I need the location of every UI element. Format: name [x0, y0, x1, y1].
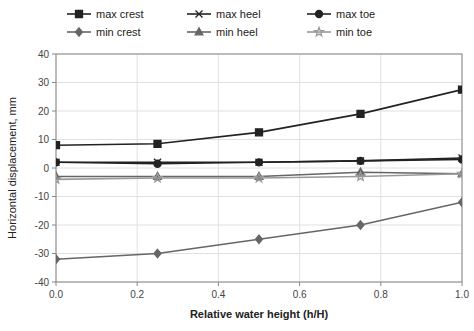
series-marker: [154, 140, 161, 147]
series-marker: [256, 129, 263, 136]
legend-item: max heel: [187, 8, 261, 20]
series-marker: [56, 142, 60, 149]
plot-data: [56, 86, 462, 263]
y-grid-line: [56, 225, 462, 226]
series-marker: [459, 156, 463, 163]
legend-label: min crest: [96, 26, 141, 38]
y-tick: [52, 111, 56, 112]
legend-swatch-marker: [196, 11, 203, 18]
y-tick-label: -10: [35, 191, 50, 202]
series-marker: [56, 159, 60, 166]
y-tick-label: -20: [35, 220, 50, 231]
legend-item: min heel: [187, 26, 258, 38]
x-tick-label: 1.0: [455, 289, 469, 300]
series-marker: [357, 157, 364, 164]
legend-item: min crest: [67, 26, 141, 38]
series-marker: [56, 255, 60, 263]
chart: 0.0 0.2 0.4 0.6 0.8 1.0 -40 -30 -20 -10 0 10 20 30 40 R…: [0, 0, 474, 331]
legend: max crest max heel max toe min crest min hee…: [67, 8, 375, 38]
x-tick-label: 0.2: [130, 289, 144, 300]
x-tick-label: 0.8: [374, 289, 388, 300]
y-tick: [52, 225, 56, 226]
series-marker: [356, 172, 365, 180]
y-tick: [52, 54, 56, 55]
series-marker: [458, 169, 462, 177]
y-tick-label: 40: [38, 49, 50, 60]
x-tick: [137, 282, 138, 286]
series-marker: [154, 160, 161, 167]
legend-item: max toe: [307, 8, 375, 20]
legend-swatch-marker: [76, 28, 83, 36]
series-marker: [56, 159, 60, 166]
y-tick: [52, 282, 56, 283]
legend-label: max heel: [216, 8, 261, 20]
y-tick-label: -40: [35, 277, 50, 288]
series-marker: [256, 159, 263, 166]
y-tick: [52, 196, 56, 197]
legend-label: min heel: [216, 26, 258, 38]
legend-label: max toe: [336, 8, 375, 20]
series-line: [56, 90, 462, 146]
legend-swatch-marker: [315, 27, 324, 35]
legend-label: max crest: [96, 8, 144, 20]
series-marker: [255, 173, 264, 181]
x-tick-label: 0.4: [211, 289, 225, 300]
x-tick-label: 0.0: [49, 289, 63, 300]
y-grid-line: [56, 82, 462, 83]
y-tick: [52, 168, 56, 169]
y-tick: [52, 139, 56, 140]
x-tick-label: 0.6: [293, 289, 307, 300]
y-tick: [52, 253, 56, 254]
x-tick: [462, 282, 463, 286]
y-grid-line: [56, 111, 462, 112]
y-tick-label: 0: [43, 163, 49, 174]
legend-swatch-marker: [76, 11, 83, 18]
series-marker: [256, 159, 263, 166]
series-marker: [459, 198, 463, 206]
legend-swatch-marker: [316, 11, 323, 18]
y-tick-label: 30: [38, 77, 50, 88]
y-tick: [52, 82, 56, 83]
y-axis-label: Horizontal displacement, mm: [6, 97, 18, 239]
x-axis-label: Relative water height (h/H): [190, 308, 328, 320]
plot-frame: [56, 54, 462, 282]
x-tick: [218, 282, 219, 286]
x-tick: [380, 282, 381, 286]
legend-swatch-marker: [195, 28, 203, 35]
y-tick-label: 20: [38, 106, 50, 117]
series-marker: [56, 175, 60, 183]
x-tick: [56, 282, 57, 286]
y-grid-line: [56, 196, 462, 197]
legend-item: max crest: [67, 8, 144, 20]
legend-label: min toe: [336, 26, 372, 38]
series-marker: [256, 235, 263, 243]
y-grid-line: [56, 139, 462, 140]
grid: [56, 54, 462, 282]
y-tick-label: -30: [35, 248, 50, 259]
y-grid-line: [56, 253, 462, 254]
series-marker: [357, 110, 364, 117]
series-marker: [459, 86, 463, 93]
y-grid-line: [56, 168, 462, 169]
series-line: [56, 202, 462, 259]
legend-swatch-line: [307, 31, 331, 33]
series-marker: [154, 249, 161, 257]
series-marker: [153, 173, 162, 181]
x-tick: [299, 282, 300, 286]
series-marker: [357, 221, 364, 229]
series-marker: [357, 157, 364, 164]
y-tick-label: 10: [38, 134, 50, 145]
legend-item: min toe: [307, 26, 372, 38]
